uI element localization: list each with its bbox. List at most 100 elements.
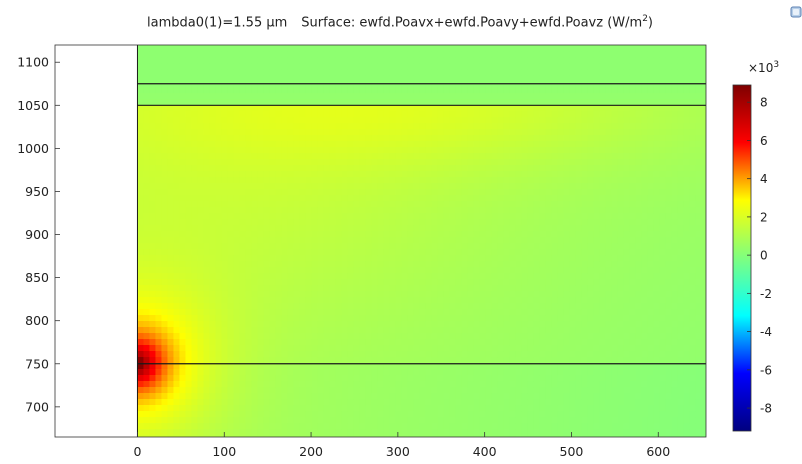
heatmap-cell <box>377 93 385 100</box>
heatmap-cell <box>383 363 391 370</box>
heatmap-cell <box>533 225 541 232</box>
heatmap-cell <box>155 207 163 214</box>
plot-settings-icon[interactable] <box>790 6 802 18</box>
heatmap-cell <box>221 309 229 316</box>
heatmap-cell <box>299 189 307 196</box>
heatmap-cell <box>545 105 553 112</box>
heatmap-cell <box>287 261 295 268</box>
heatmap-cell <box>557 363 565 370</box>
heatmap-cell <box>191 357 199 364</box>
heatmap-cell <box>371 375 379 382</box>
heatmap-cell <box>257 237 265 244</box>
heatmap-cell <box>185 99 193 106</box>
heatmap-cell <box>179 177 187 184</box>
heatmap-cell <box>347 189 355 196</box>
heatmap-cell <box>419 303 427 310</box>
heatmap-cell <box>503 333 511 340</box>
heatmap-cell <box>479 309 487 316</box>
heatmap-cell <box>563 393 571 400</box>
heatmap-cell <box>587 99 595 106</box>
heatmap-cell <box>575 243 583 250</box>
heatmap-cell <box>287 231 295 238</box>
heatmap-cell <box>185 165 193 172</box>
heatmap-cell <box>179 219 187 226</box>
heatmap-cell <box>263 249 271 256</box>
heatmap-cell <box>299 171 307 178</box>
heatmap-cell <box>227 57 235 64</box>
heatmap-cell <box>581 303 589 310</box>
heatmap-cell <box>167 207 175 214</box>
heatmap-cell <box>377 297 385 304</box>
heatmap-cell <box>245 309 253 316</box>
heatmap-cell <box>515 381 523 388</box>
heatmap-cell <box>221 321 229 328</box>
heatmap-cell <box>215 285 223 292</box>
heatmap-cell <box>485 345 493 352</box>
heatmap-cell <box>575 159 583 166</box>
heatmap-cell <box>191 303 199 310</box>
heatmap-cell <box>545 219 553 226</box>
heatmap-cell <box>545 177 553 184</box>
heatmap-cell <box>287 297 295 304</box>
heatmap-cell <box>281 213 289 220</box>
heatmap-cell <box>227 123 235 130</box>
heatmap-cell <box>503 57 511 64</box>
heatmap-cell <box>197 99 205 106</box>
heatmap-cell <box>341 165 349 172</box>
heatmap-cell <box>497 243 505 250</box>
heatmap-cell <box>227 75 235 82</box>
heatmap-cell <box>245 411 253 418</box>
heatmap-cell <box>491 99 499 106</box>
heatmap-cell <box>581 123 589 130</box>
heatmap-cell <box>383 63 391 70</box>
heatmap-cell <box>263 213 271 220</box>
heatmap-cell <box>239 363 247 370</box>
heatmap-cell <box>269 381 277 388</box>
heatmap-cell <box>467 273 475 280</box>
heatmap-cell <box>293 177 301 184</box>
heatmap-cell <box>275 279 283 286</box>
heatmap-cell <box>527 249 535 256</box>
heatmap-cell <box>551 195 559 202</box>
heatmap-cell <box>137 273 145 280</box>
heatmap-cell <box>149 63 157 70</box>
heatmap-cell <box>533 291 541 298</box>
heatmap-cell <box>449 153 457 160</box>
heatmap-cell <box>419 117 427 124</box>
heatmap-cell <box>149 297 157 304</box>
heatmap-cell <box>485 225 493 232</box>
heatmap-cell <box>245 63 253 70</box>
heatmap-cell <box>473 339 481 346</box>
heatmap-cell <box>521 399 529 406</box>
heatmap-cell <box>557 321 565 328</box>
heatmap-cell <box>539 309 547 316</box>
heatmap-cell <box>197 195 205 202</box>
heatmap-cell <box>281 351 289 358</box>
heatmap-cell <box>473 69 481 76</box>
heatmap-cell <box>167 267 175 274</box>
heatmap-cell <box>293 189 301 196</box>
heatmap-cell <box>485 387 493 394</box>
heatmap-cell <box>389 69 397 76</box>
heatmap-cell <box>569 171 577 178</box>
heatmap-cell <box>335 411 343 418</box>
heatmap-cell <box>383 135 391 142</box>
heatmap-cell <box>569 195 577 202</box>
heatmap-cell <box>407 45 415 52</box>
heatmap-cell <box>563 345 571 352</box>
heatmap-cell <box>203 297 211 304</box>
heatmap-cell <box>437 369 445 376</box>
heatmap-cell <box>401 213 409 220</box>
heatmap-cell <box>395 363 403 370</box>
heatmap-cell <box>407 93 415 100</box>
heatmap-cell <box>227 333 235 340</box>
heatmap-cell <box>311 267 319 274</box>
heatmap-cell <box>431 333 439 340</box>
heatmap-cell <box>413 45 421 52</box>
heatmap-cell <box>557 195 565 202</box>
heatmap-cell <box>503 201 511 208</box>
heatmap-cell <box>251 75 259 82</box>
heatmap-cell <box>389 291 397 298</box>
heatmap-cell <box>137 207 145 214</box>
heatmap-cell <box>365 201 373 208</box>
